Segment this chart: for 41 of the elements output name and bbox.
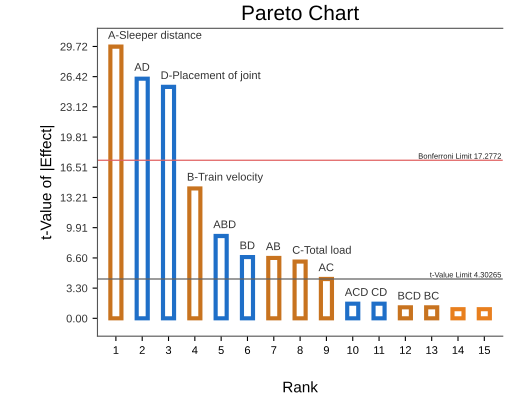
x-tick-label: 1: [114, 346, 118, 354]
y-tick-label: 26.42: [60, 72, 88, 81]
x-tick-label: 13: [426, 346, 438, 354]
annotation: AD: [134, 63, 150, 71]
annotation: BC: [424, 292, 439, 300]
y-tick-label: 29.72: [60, 42, 88, 51]
annotation: AB: [266, 242, 280, 250]
annotation: BCD: [398, 292, 420, 300]
y-tick-label: 13.21: [60, 194, 88, 202]
x-tick-label: 8: [298, 346, 303, 354]
y-axis-title: t-Value of |Effect|: [40, 126, 54, 240]
x-tick-label: 2: [140, 346, 145, 354]
x-tick-label: 7: [271, 346, 276, 354]
annotation: BD: [240, 242, 254, 250]
x-tick-label: 10: [347, 346, 358, 354]
x-tick-label: 15: [478, 346, 490, 354]
chart-title: Pareto Chart: [242, 4, 360, 20]
annotation: A-Sleeper distance: [108, 30, 202, 42]
x-tick-label: 12: [400, 346, 411, 354]
x-axis-title: Rank: [284, 381, 318, 392]
annotation: AC: [318, 263, 334, 272]
x-tick-label: 9: [324, 346, 329, 354]
y-tick-label: 9.91: [66, 224, 88, 232]
annotation: C-Total load: [292, 246, 351, 254]
x-tick-label: 4: [192, 346, 198, 354]
y-tick-label: 6.60: [66, 254, 88, 262]
annotation: B-Train velocity: [188, 172, 264, 183]
annotation: D-Placement of joint: [162, 70, 261, 82]
annotation: ABD: [213, 220, 236, 228]
y-tick-label: 19.81: [60, 133, 88, 142]
x-tick-label: 6: [244, 346, 250, 354]
y-tick-label: 16.51: [60, 164, 88, 172]
y-tick-label: 3.30: [66, 284, 88, 292]
y-tick-label: 23.12: [60, 103, 88, 111]
x-tick-label: 5: [218, 346, 224, 354]
y-tick-label: 0.00: [66, 314, 88, 322]
x-tick-label: 14: [452, 346, 464, 354]
annotation: CD: [372, 288, 387, 296]
annotation: ACD: [344, 288, 368, 296]
x-tick-label: 3: [166, 346, 172, 354]
x-tick-label: 11: [374, 346, 384, 354]
